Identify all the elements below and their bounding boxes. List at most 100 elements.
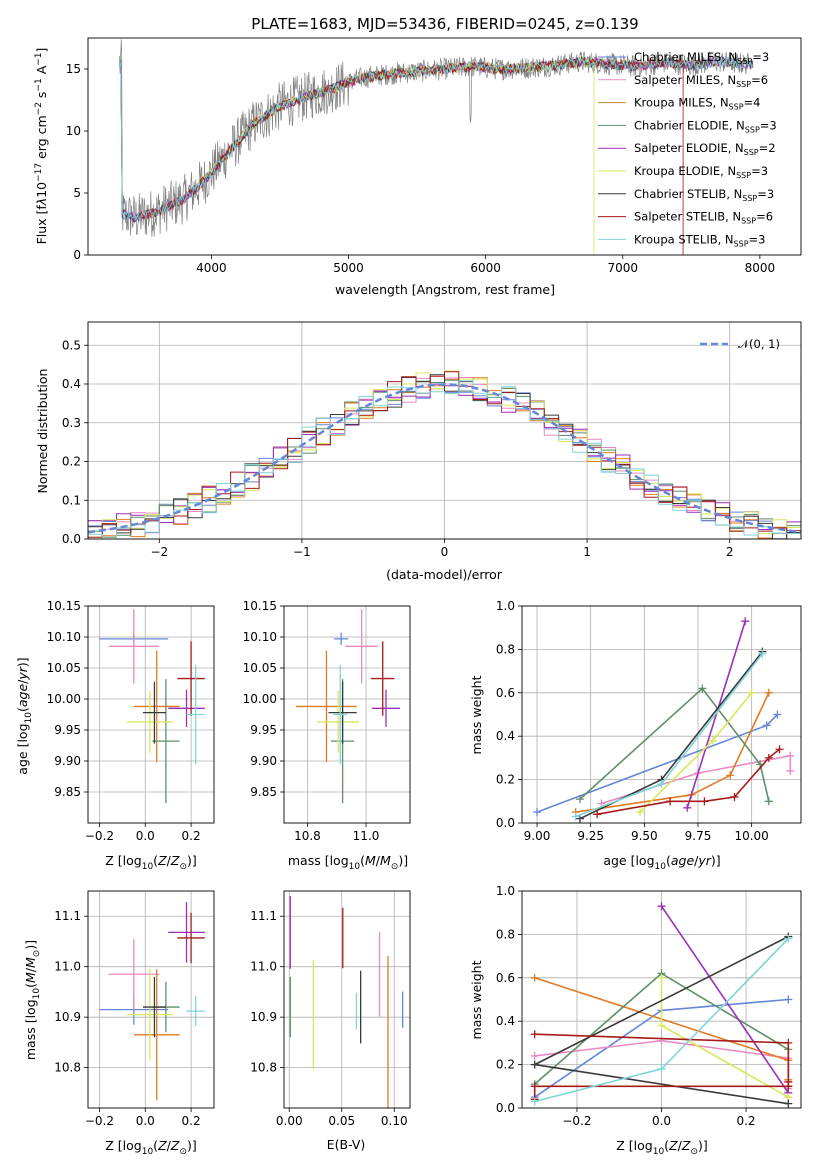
y-tick-label: 10.9 [54, 1010, 81, 1024]
y-tick-label: 0.6 [496, 686, 515, 700]
mass-weight-point [657, 1064, 666, 1073]
mass-weight-point [741, 617, 750, 626]
z-age-xlabel: Z [log10(Z/Z⊙)] [105, 853, 197, 872]
mass-weight-point [530, 1030, 539, 1039]
spectrum-ylabel: Flux [fλ10−17 erg cm−2 s−1 A−1] [34, 48, 49, 245]
y-tick-label: 0.0 [496, 1101, 515, 1115]
mass-weight-point [764, 688, 773, 697]
mass-weight-point [683, 803, 692, 812]
mass-weight-point [775, 745, 784, 754]
y-tick-label: 11.1 [54, 909, 81, 923]
legend-entry: Kroupa STELIB, NSSP=3 [634, 232, 765, 248]
y-tick-label: 0.2 [62, 455, 81, 469]
y-tick-label: 15 [66, 62, 81, 76]
mass-weight-point [636, 808, 645, 817]
mass-weight-point [784, 934, 793, 943]
z-age-ylabel: age [log10(age/yr)] [15, 657, 34, 774]
legend-entry: Salpeter STELIB, NSSP=6 [634, 210, 773, 226]
age-weight-xlabel: age [log10(age/yr)] [603, 853, 720, 872]
y-tick-label: 0.6 [496, 971, 515, 985]
plot-area [530, 902, 793, 1108]
x-tick-label: 0.10 [381, 1114, 408, 1128]
y-tick-label: 0.5 [62, 338, 81, 352]
y-tick-label: 0.0 [496, 816, 515, 830]
x-tick-label: 4000 [196, 261, 227, 275]
x-tick-label: 11.0 [353, 829, 380, 843]
y-tick-label: 10.05 [243, 661, 277, 675]
y-tick-label: 10.10 [243, 630, 277, 644]
x-tick-label: −0.2 [562, 1114, 591, 1128]
y-tick-label: 0.1 [62, 493, 81, 507]
mass-weight-line [575, 692, 770, 813]
mass-weight-point [726, 771, 735, 780]
plot-area [88, 370, 801, 539]
axes-frame [87, 605, 215, 824]
y-tick-label: 10.8 [54, 1061, 81, 1075]
y-tick-label: 11.0 [250, 960, 277, 974]
mass-age-xlabel: mass [log10(M/M⊙)] [288, 853, 408, 872]
z-weight-ylabel: mass weight [469, 960, 484, 1039]
model-spectrum-line [135, 56, 684, 255]
legend-entry: Chabrier ELODIE, NSSP=3 [634, 118, 777, 134]
legend-entry: Kroupa MILES, NSSP=4 [634, 96, 760, 112]
model-spectrum-line [119, 55, 754, 223]
mass-weight-point [575, 795, 584, 804]
x-tick-label: 0 [441, 545, 449, 559]
axes-frame [87, 37, 802, 256]
normal-reference-curve [88, 383, 801, 534]
axes-frame [283, 890, 411, 1109]
y-tick-label: 1.0 [496, 884, 515, 898]
x-tick-label: 1 [583, 545, 591, 559]
mass-weight-point [530, 1097, 539, 1106]
mass-weight-point [657, 1021, 666, 1030]
x-tick-label: 9.50 [631, 829, 658, 843]
mass-weight-line [596, 748, 781, 816]
z-weight-panel: −0.2 0.0 0.2 0.0 0.2 0.4 0.6 0.8 1.0 [496, 884, 802, 1128]
x-tick-label: −0.2 [85, 829, 114, 843]
y-tick-label: 11.1 [250, 909, 277, 923]
mass-weight-point [786, 766, 795, 775]
mass-weight-point [657, 902, 666, 911]
y-tick-label: 9.90 [54, 754, 81, 768]
x-tick-label: 2 [726, 545, 734, 559]
z-age-panel: −0.2 0.0 0.2 9.85 9.90 9.95 10.00 10.05 10.10 10.… [47, 599, 215, 843]
x-tick-label: 0.0 [652, 1114, 671, 1128]
y-tick-label: 0.4 [496, 1014, 515, 1028]
age-weight-panel: 9.00 9.25 9.50 9.75 10.00 0.0 0.2 0.4 0.6 0.8 1.0 [496, 599, 802, 843]
x-tick-label: 0.2 [736, 1114, 755, 1128]
x-tick-label: 9.75 [685, 829, 712, 843]
mass-weight-point [784, 1077, 793, 1086]
mass-weight-point [657, 779, 666, 788]
y-tick-label: 10.05 [47, 661, 81, 675]
y-tick-label: 10.15 [47, 599, 81, 613]
x-tick-label: 10.8 [294, 829, 321, 843]
y-tick-label: 9.90 [250, 754, 277, 768]
mass-weight-point [747, 688, 756, 697]
y-tick-label: 9.95 [250, 723, 277, 737]
x-tick-label: 7000 [607, 261, 638, 275]
x-tick-label: 9.25 [577, 829, 604, 843]
mass-weight-point [666, 797, 675, 806]
residual-xlabel: (data-model)/error [386, 567, 503, 582]
y-tick-label: 0.8 [496, 927, 515, 941]
y-tick-label: 0.8 [496, 642, 515, 656]
x-tick-label: 10.00 [734, 829, 768, 843]
y-tick-label: 9.85 [54, 785, 81, 799]
spectrum-panel: 4000 5000 6000 7000 8000 0 5 10 15 Chabrier MILES… [66, 37, 802, 275]
y-tick-label: 0.2 [496, 773, 515, 787]
legend-entry: Salpeter ELODIE, NSSP=2 [634, 141, 776, 157]
y-tick-label: 0.2 [496, 1058, 515, 1072]
mass-weight-point [698, 684, 707, 693]
mass-weight-point [786, 751, 795, 760]
mass-weight-point [764, 797, 773, 806]
legend-entry: Salpeter MILES, NSSP=6 [634, 73, 768, 89]
age-weight-ylabel: mass weight [469, 675, 484, 754]
mass-weight-point [530, 973, 539, 982]
legend-entry: Chabrier STELIB, NSSP=3 [634, 187, 774, 203]
mass-weight-point [773, 710, 782, 719]
y-tick-label: 0 [73, 248, 81, 262]
y-tick-label: 0.4 [62, 377, 81, 391]
y-tick-label: 10.10 [47, 630, 81, 644]
plot-area [289, 896, 404, 1108]
